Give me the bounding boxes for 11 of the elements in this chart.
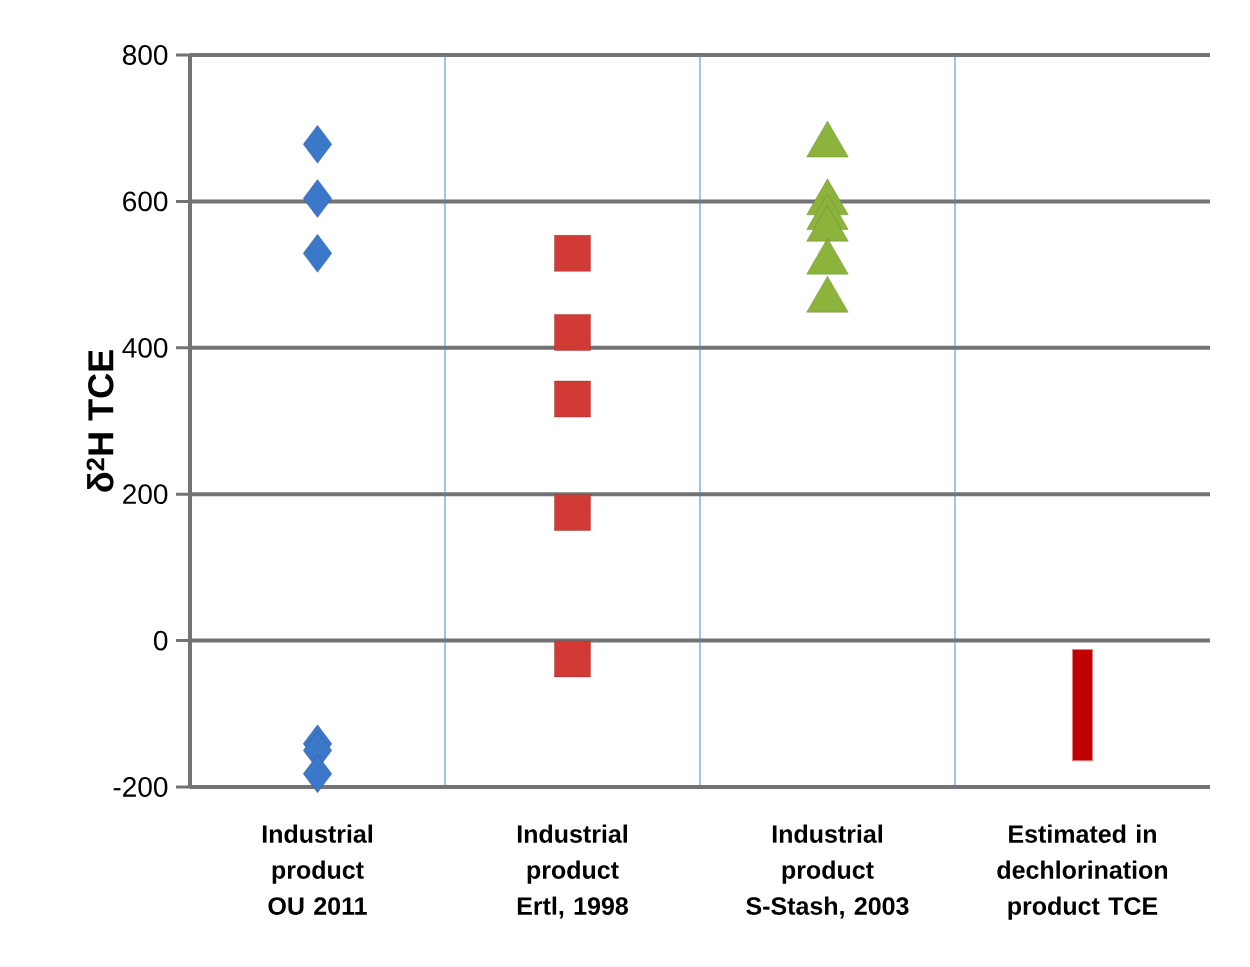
y-tick-label: 600 xyxy=(123,191,168,212)
x-tick-label: Industrial product OU 2011 xyxy=(262,824,372,915)
x-tick-label: Industrial product Ertl, 1998 xyxy=(517,824,628,919)
y-tick-label: 400 xyxy=(122,337,168,358)
y-axis-title: δ$^{2}$H TCE xyxy=(86,350,114,492)
y-tick-label: 800 xyxy=(122,45,168,65)
y-tick-label: -200 xyxy=(113,777,168,797)
x-tick-label: Estimated in dechlorination product TCE xyxy=(997,824,1168,920)
y-tick-label: 200 xyxy=(123,484,168,505)
y-tick-label: 0 xyxy=(153,630,168,651)
x-tick-label: Industrial product S-Stash, 2003 xyxy=(746,824,909,919)
